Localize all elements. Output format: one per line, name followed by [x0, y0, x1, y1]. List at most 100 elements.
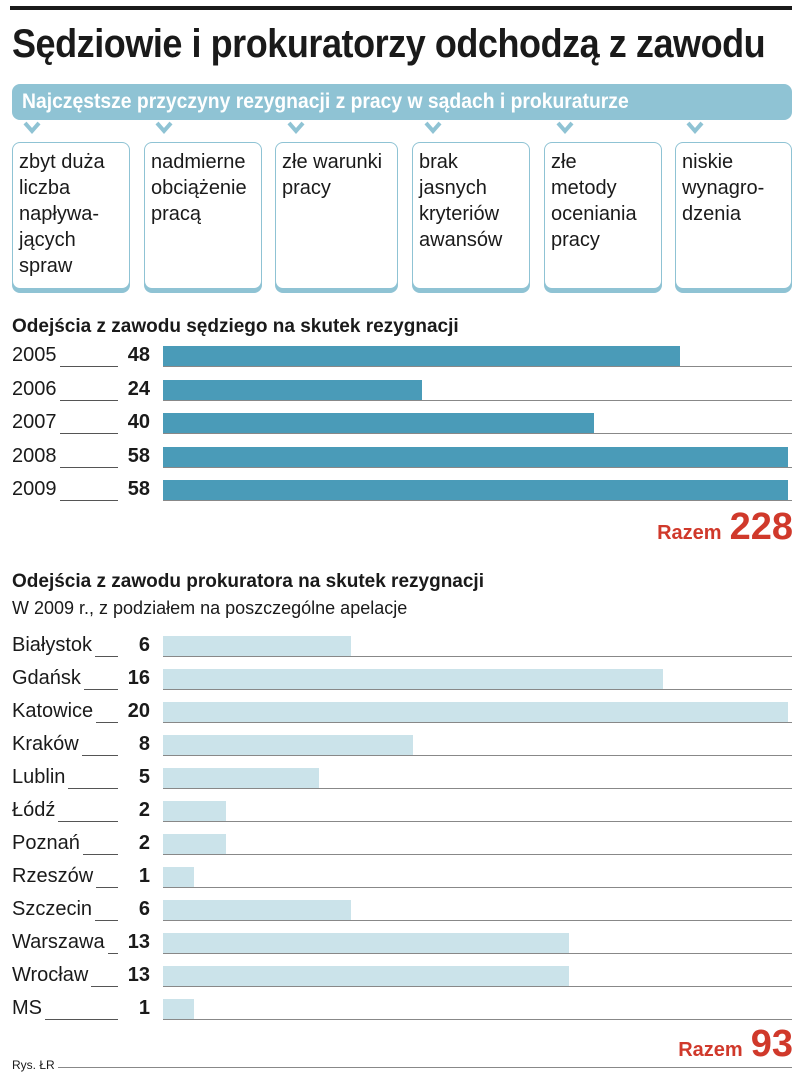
prosecutors-bar — [163, 867, 194, 887]
judges-leader-line — [60, 433, 118, 434]
prosecutors-value-label: 1 — [138, 997, 150, 1019]
judges-gridline — [163, 399, 792, 401]
reasons-banner — [12, 84, 792, 120]
prosecutors-bar — [163, 900, 351, 920]
prosecutors-total-value: 93 — [750, 1023, 793, 1065]
reason-card: zbyt duża liczba napływa- jących spraw — [12, 142, 130, 289]
reason-card: niskie wynagro- dzenia — [675, 142, 792, 289]
prosecutors-category-label: Białystok — [12, 634, 93, 656]
prosecutors-value-label: 2 — [138, 799, 150, 821]
prosecutors-leader-line — [83, 854, 118, 855]
reason-card: złe metody oceniania pracy — [544, 142, 662, 289]
prosecutors-bar — [163, 834, 226, 854]
prosecutors-gridline — [163, 656, 792, 657]
prosecutors-total: Razem 93 — [678, 1023, 793, 1066]
prosecutors-value-label: 5 — [138, 766, 150, 788]
judges-gridline — [163, 500, 792, 501]
chevron-down-icon — [287, 121, 305, 135]
prosecutors-gridline — [163, 1019, 792, 1020]
prosecutors-category-label: Rzeszów — [12, 865, 94, 887]
reason-card: złe warunki pracy — [275, 142, 398, 289]
prosecutors-gridline — [163, 920, 792, 921]
prosecutors-leader-line — [96, 887, 118, 888]
prosecutors-bar — [163, 768, 319, 788]
prosecutors-category-label: MS — [12, 997, 42, 1019]
prosecutors-leader-line — [45, 1019, 118, 1020]
prosecutors-category-label: Szczecin — [12, 898, 93, 920]
prosecutors-bar — [163, 735, 413, 755]
prosecutors-leader-line — [82, 755, 118, 756]
prosecutors-bar — [163, 702, 788, 722]
prosecutors-leader-line — [108, 953, 118, 954]
prosecutors-value-label: 20 — [127, 700, 150, 722]
prosecutors-value-label: 1 — [138, 865, 150, 887]
prosecutors-category-label: Łódź — [12, 799, 56, 821]
footer-credit: Rys. ŁR — [12, 1058, 55, 1072]
judges-gridline — [163, 466, 792, 468]
prosecutors-gridline — [163, 821, 792, 822]
judges-gridline — [163, 366, 792, 367]
prosecutors-gridline — [163, 755, 792, 756]
judges-leader-line — [60, 366, 118, 367]
judges-bar — [163, 346, 680, 366]
prosecutors-leader-line — [96, 722, 118, 723]
footer-rule — [58, 1067, 792, 1068]
prosecutors-gridline — [163, 986, 792, 987]
prosecutors-leader-line — [95, 920, 118, 921]
prosecutors-bar — [163, 636, 351, 656]
prosecutors-gridline — [163, 722, 792, 723]
judges-total: Razem 228 — [657, 506, 793, 549]
chevron-down-icon — [155, 121, 173, 135]
judges-value-label: 40 — [127, 411, 150, 433]
prosecutors-gridline — [163, 953, 792, 954]
prosecutors-leader-line — [84, 689, 118, 690]
reasons-banner-text: Najczęstsze przyczyny rezygnacji z pracy… — [22, 90, 629, 113]
judges-total-value: 228 — [729, 506, 793, 548]
judges-leader-line — [60, 466, 118, 468]
chevron-down-icon — [23, 121, 41, 135]
prosecutors-bar — [163, 933, 569, 953]
prosecutors-value-label: 6 — [138, 898, 150, 920]
prosecutors-leader-line — [95, 656, 118, 657]
prosecutors-category-label: Gdańsk — [12, 667, 81, 689]
prosecutors-bar — [163, 669, 663, 689]
prosecutors-chart-subtitle: W 2009 r., z podziałem na poszczególne a… — [12, 598, 408, 618]
prosecutors-leader-line — [58, 821, 118, 822]
judges-bar — [163, 480, 788, 500]
prosecutors-bar — [163, 966, 569, 986]
judges-leader-line — [60, 500, 118, 501]
page-title: Sędziowie i prokuratorzy odchodzą z zawo… — [12, 22, 766, 66]
prosecutors-value-label: 8 — [138, 733, 150, 755]
chevron-down-icon — [686, 121, 704, 135]
prosecutors-value-label: 13 — [127, 931, 150, 953]
judges-category-label: 2009 — [12, 478, 57, 500]
prosecutors-chart-title: Odejścia z zawodu prokuratora na skutek … — [12, 571, 484, 592]
prosecutors-leader-line — [68, 788, 118, 789]
judges-category-label: 2006 — [12, 377, 57, 400]
judges-value-label: 48 — [127, 344, 150, 366]
reason-card: nadmierne obciążenie pracą — [144, 142, 262, 289]
judges-value-label: 24 — [127, 377, 150, 400]
prosecutors-category-label: Kraków — [12, 733, 79, 755]
prosecutors-bar — [163, 999, 194, 1019]
prosecutors-category-label: Poznań — [12, 832, 80, 854]
judges-value-label: 58 — [127, 478, 150, 500]
judges-bar — [163, 379, 422, 400]
reason-card: brak jasnych kryteriów awansów — [412, 142, 530, 289]
prosecutors-gridline — [163, 788, 792, 789]
prosecutors-value-label: 13 — [127, 964, 150, 986]
chevron-down-icon — [424, 121, 442, 135]
prosecutors-value-label: 6 — [138, 634, 150, 656]
judges-category-label: 2007 — [12, 411, 57, 433]
judges-value-label: 58 — [127, 444, 150, 467]
judges-bar — [163, 446, 788, 467]
judges-leader-line — [60, 399, 118, 401]
prosecutors-gridline — [163, 689, 792, 690]
judges-gridline — [163, 433, 792, 434]
prosecutors-category-label: Wrocław — [12, 964, 89, 986]
prosecutors-value-label: 16 — [127, 667, 150, 689]
top-rule — [10, 6, 792, 10]
judges-category-label: 2005 — [12, 344, 57, 366]
prosecutors-total-label: Razem — [678, 1039, 743, 1061]
prosecutors-gridline — [163, 887, 792, 888]
